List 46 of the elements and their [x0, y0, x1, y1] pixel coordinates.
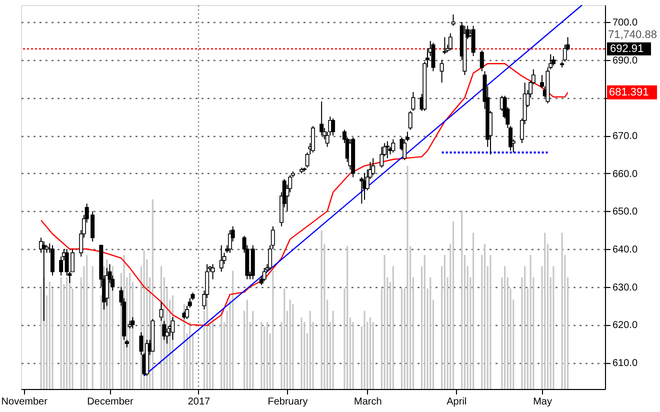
candlestick — [130, 316, 135, 329]
y-tick-label: 670.0 — [612, 131, 638, 142]
candlestick — [210, 264, 215, 280]
candlestick — [448, 32, 452, 51]
candlestick — [371, 158, 376, 176]
candlestick — [159, 301, 164, 322]
x-tick-label: April — [446, 396, 467, 408]
candlestick — [50, 244, 54, 276]
y-tick-label: 630.0 — [612, 282, 638, 294]
y-tick-label: 640.0 — [612, 244, 638, 256]
x-tick-label: December — [87, 396, 134, 408]
text: 71,740.88 — [608, 29, 657, 41]
candlestick — [311, 126, 315, 154]
x-tick-label: February — [268, 396, 308, 408]
candlestick — [262, 267, 266, 282]
candlestick — [551, 56, 556, 66]
candlestick — [405, 131, 410, 142]
candlestick — [451, 14, 456, 26]
x-tick-label: March — [354, 396, 382, 408]
candlestick — [380, 146, 384, 168]
y-tick-label: 660.0 — [612, 168, 638, 180]
y-tick-label: 650.0 — [612, 206, 638, 218]
candlestick — [188, 298, 192, 308]
y-tick-label: 610.0 — [612, 358, 638, 370]
candlestick — [320, 100, 324, 136]
candlestick — [480, 50, 484, 72]
candlestick — [440, 59, 444, 84]
candlestick — [219, 244, 224, 272]
candlestick — [162, 320, 166, 340]
line-series — [40, 63, 568, 326]
x-tick-label: 2017 — [188, 396, 211, 408]
candlestick — [185, 305, 190, 320]
candlestick — [411, 92, 416, 112]
candlestick — [408, 110, 412, 130]
x-tick-label: November — [1, 396, 48, 408]
candlestick — [360, 176, 364, 204]
candlestick — [442, 36, 447, 55]
y-tick-label: 620.0 — [612, 320, 638, 332]
candlestick — [331, 118, 336, 136]
ref-line-label: 692.91 — [610, 42, 644, 55]
y-tick-label: 690.0 — [612, 55, 638, 66]
candlestick — [402, 138, 407, 161]
y-tick-label: 700.0 — [612, 18, 638, 29]
x-tick-label: May — [533, 396, 552, 408]
text: 681.391 — [609, 86, 649, 98]
candlestick — [471, 25, 476, 57]
